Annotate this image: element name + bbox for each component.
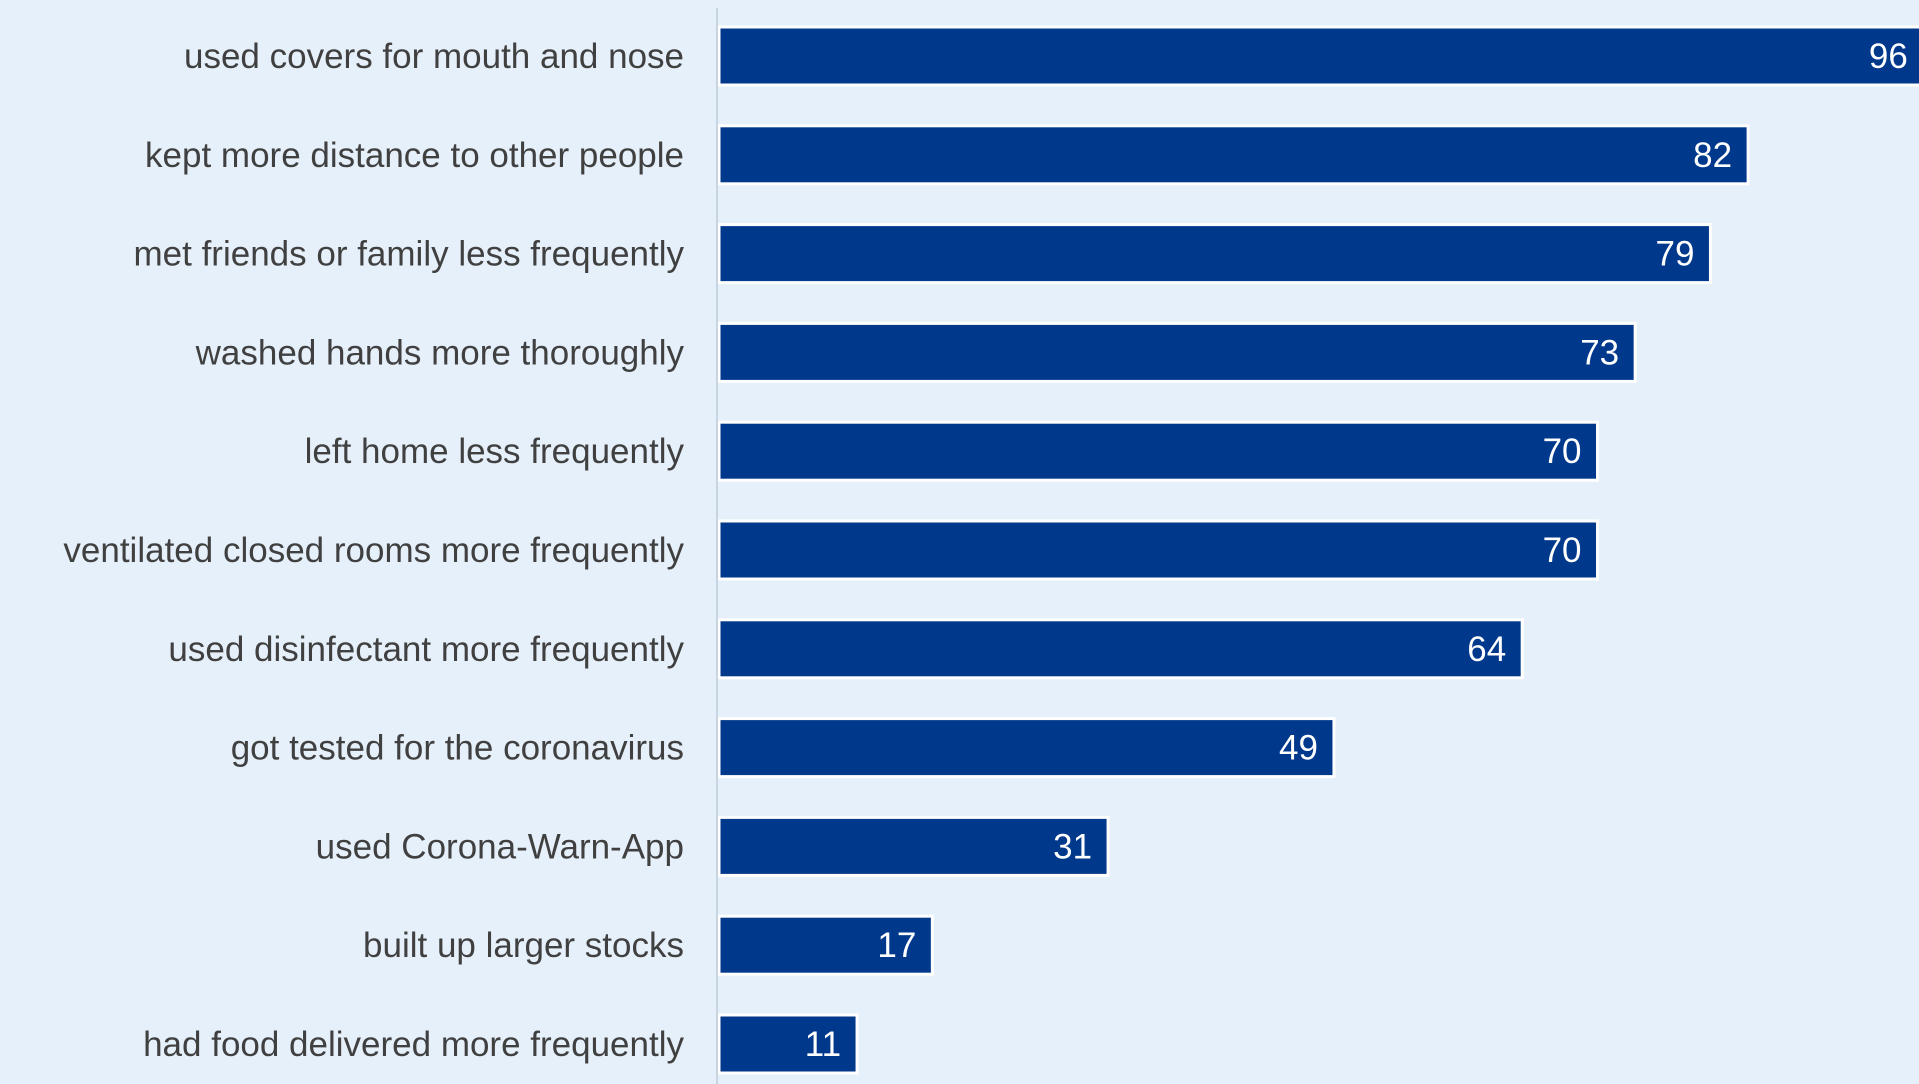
category-label: ventilated closed rooms more frequently — [63, 531, 684, 570]
value-label: 82 — [1693, 136, 1732, 175]
category-label: used Corona-Warn-App — [316, 827, 684, 866]
category-label: got tested for the coronavirus — [231, 729, 684, 768]
category-label: washed hands more thoroughly — [195, 333, 685, 372]
value-label: 96 — [1869, 37, 1908, 76]
value-label: 17 — [877, 926, 916, 965]
category-label: left home less frequently — [305, 432, 685, 471]
bar — [717, 519, 1599, 581]
bar — [717, 223, 1712, 285]
bar — [717, 717, 1336, 779]
bar — [717, 618, 1524, 680]
bar — [717, 321, 1637, 383]
value-label: 73 — [1580, 333, 1619, 372]
category-label: kept more distance to other people — [145, 136, 684, 175]
value-label: 49 — [1279, 729, 1318, 768]
bar — [717, 1013, 859, 1075]
category-label: used disinfectant more frequently — [168, 630, 684, 669]
value-label: 70 — [1543, 531, 1582, 570]
bar — [717, 25, 1919, 87]
bar — [717, 914, 934, 976]
category-label: built up larger stocks — [363, 926, 684, 965]
labels-layer: used covers for mouth and nose 96 kept mor… — [63, 37, 1907, 1064]
category-label: met friends or family less frequently — [134, 235, 685, 274]
bar — [717, 815, 1110, 877]
value-label: 11 — [805, 1025, 841, 1064]
bar — [717, 420, 1599, 482]
value-label: 79 — [1656, 235, 1695, 274]
category-label: used covers for mouth and nose — [184, 37, 684, 76]
bars-layer — [717, 25, 1919, 1075]
value-label: 70 — [1543, 432, 1582, 471]
value-label: 31 — [1053, 827, 1092, 866]
value-label: 64 — [1467, 630, 1506, 669]
category-label: had food delivered more frequently — [143, 1025, 684, 1064]
bar — [717, 124, 1750, 186]
